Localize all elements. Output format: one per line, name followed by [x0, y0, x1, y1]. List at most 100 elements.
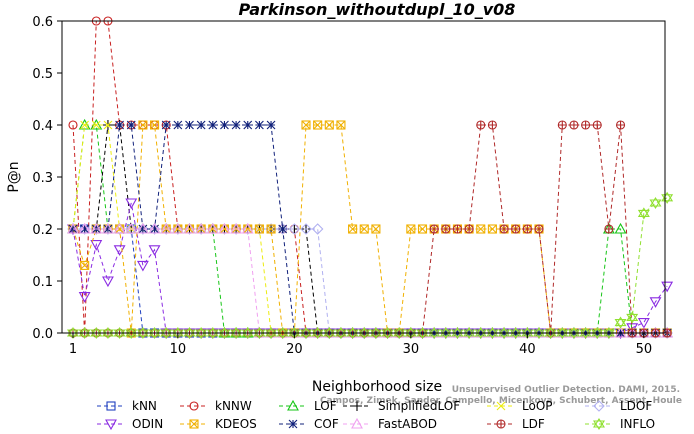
data-point-kdeos — [406, 224, 416, 234]
data-point-inflo — [160, 326, 173, 340]
data-point-ldof — [300, 223, 312, 235]
data-point-fastabod — [160, 222, 173, 234]
data-point-odin — [136, 260, 149, 272]
series-knnw — [68, 16, 672, 338]
data-point-cof — [126, 120, 136, 130]
y-axis: 0.0 0.1 0.2 0.3 0.4 0.5 0.6 — [32, 15, 62, 342]
data-point-inflo — [276, 326, 289, 340]
legend-label: kNNW — [215, 399, 252, 413]
data-point-ldf — [464, 224, 474, 234]
data-point-cof — [196, 120, 206, 130]
data-point-ldf — [615, 120, 626, 130]
data-point-ldf — [569, 120, 579, 130]
legend-marker-kdeos — [189, 419, 199, 429]
data-point-ldf — [592, 120, 602, 130]
data-point-ldof — [160, 223, 172, 235]
data-point-fastabod — [195, 222, 208, 234]
data-point-lof — [614, 222, 627, 234]
x-tick-label: 30 — [403, 342, 420, 357]
legend-marker-fastabod — [351, 417, 363, 429]
data-point-ldof — [253, 223, 266, 235]
legend-marker-simplifiedlof — [352, 401, 362, 411]
legend-marker-knnw — [189, 401, 199, 411]
data-point-cof — [231, 120, 241, 130]
data-point-odin — [637, 318, 650, 329]
data-point-ldof — [288, 223, 301, 235]
data-point-ldf — [522, 224, 532, 234]
data-point-cof — [243, 120, 253, 130]
x-tick-label: 50 — [636, 342, 653, 357]
data-point-inflo — [334, 326, 347, 340]
data-point-inflo — [637, 207, 650, 220]
data-point-inflo — [241, 326, 254, 340]
legend-label: KDEOS — [215, 417, 257, 431]
data-point-inflo — [428, 326, 441, 340]
data-point-fastabod — [148, 222, 161, 234]
data-point-ldof — [90, 223, 103, 235]
data-point-fastabod — [241, 222, 254, 234]
y-tick-label: 0.3 — [32, 171, 53, 186]
data-point-inflo — [661, 191, 674, 204]
data-point-ldof — [137, 223, 149, 235]
data-point-fastabod — [183, 222, 196, 234]
data-point-inflo — [393, 326, 406, 340]
legend-marker-ldf — [496, 419, 506, 429]
series-line-knn — [73, 228, 668, 334]
data-point-ldf — [452, 224, 463, 234]
data-point-loop — [91, 120, 101, 130]
x-tick-label: 10 — [170, 342, 187, 357]
data-point-inflo — [300, 326, 312, 340]
data-point-fastabod — [90, 222, 103, 234]
data-point-fastabod — [78, 222, 91, 234]
legend-item-kdeos: KDEOS — [180, 417, 257, 431]
data-point-inflo — [509, 326, 522, 340]
data-point-cof — [255, 120, 264, 130]
data-point-kdeos — [348, 224, 358, 234]
data-point-inflo — [591, 326, 604, 340]
data-point-cof — [161, 120, 171, 130]
data-point-inflo — [602, 326, 615, 340]
data-point-cof — [208, 120, 218, 130]
data-point-odin — [125, 198, 138, 210]
legend-item-knnw: kNNW — [180, 399, 252, 413]
data-point-inflo — [381, 326, 394, 340]
legend-label: LDOF — [620, 399, 652, 413]
data-point-inflo — [369, 326, 382, 340]
data-point-ldf — [604, 224, 614, 234]
data-point-fastabod — [171, 222, 184, 234]
data-point-inflo — [183, 326, 196, 340]
legend-item-ldof: LDOF — [585, 399, 652, 413]
data-point-inflo — [498, 326, 511, 340]
chart-title: Parkinson_withoutdupl_10_v08 — [239, 0, 516, 19]
legend-label: LDF — [522, 417, 545, 431]
legend-label: kNN — [132, 399, 157, 413]
series-line-inflo — [73, 197, 668, 334]
y-tick-label: 0.6 — [32, 15, 53, 30]
data-point-kdeos — [301, 120, 311, 130]
data-point-inflo — [90, 326, 103, 340]
x-tick-label: 40 — [519, 342, 536, 357]
data-point-cof — [138, 224, 148, 234]
y-tick-label: 0.5 — [32, 67, 53, 82]
data-point-ldof — [218, 223, 231, 235]
data-point-ldf — [487, 120, 497, 130]
data-point-ldof — [113, 223, 126, 235]
legend-item-lof: LOF — [279, 399, 337, 413]
series-odin — [67, 198, 674, 340]
data-point-inflo — [206, 326, 219, 340]
data-point-cof — [220, 120, 229, 130]
data-point-inflo — [486, 326, 499, 340]
legend-label: LoOP — [522, 399, 553, 413]
data-point-ldof — [311, 223, 324, 235]
legend-marker-ldof — [593, 400, 605, 412]
data-point-kdeos — [336, 120, 346, 130]
data-point-cof — [150, 224, 159, 234]
legend-marker-knn — [106, 401, 116, 411]
series-line-odin — [72, 202, 668, 334]
data-point-fastabod — [230, 222, 243, 234]
x-tick-label: 20 — [286, 342, 303, 357]
data-point-inflo — [358, 326, 371, 340]
data-point-inflo — [579, 326, 592, 340]
watermark-line2: Campos, Zimek, Sander, Campello, Micenko… — [320, 396, 682, 406]
